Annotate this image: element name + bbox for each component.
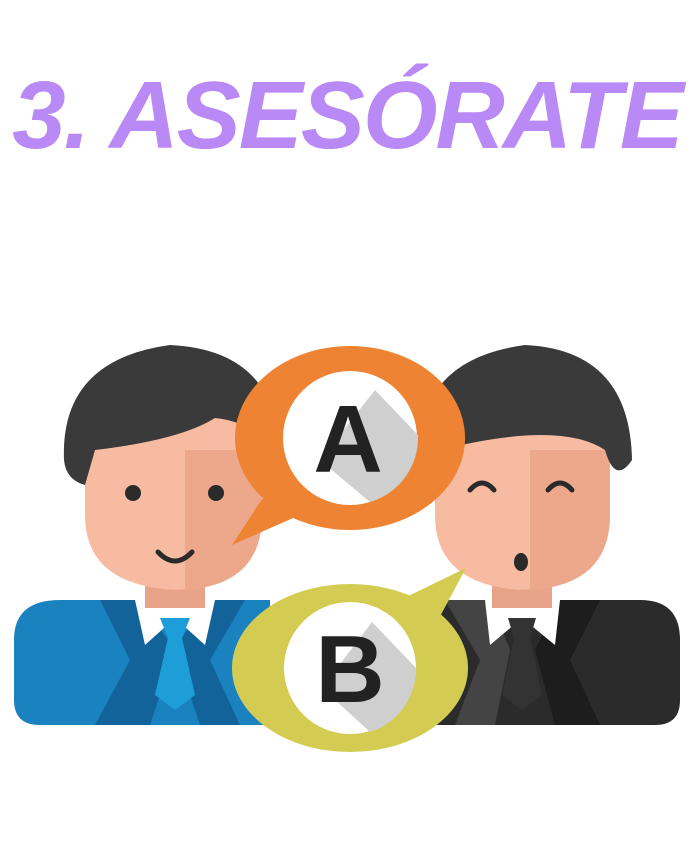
consultation-illustration: A B bbox=[0, 300, 694, 760]
left-eye-left bbox=[125, 485, 141, 501]
bubble-a-letter: A bbox=[313, 386, 382, 493]
bubble-b-letter: B bbox=[315, 616, 384, 723]
left-eye-right bbox=[208, 485, 224, 501]
left-shirt bbox=[135, 600, 215, 645]
left-tie bbox=[155, 618, 195, 710]
left-face-shadow bbox=[185, 450, 262, 590]
left-hair bbox=[63, 345, 280, 485]
right-shirt bbox=[485, 600, 560, 645]
left-smile bbox=[155, 549, 195, 564]
speech-bubble-b: B bbox=[232, 568, 468, 752]
left-person bbox=[14, 345, 280, 725]
right-tie bbox=[502, 618, 542, 710]
right-hair bbox=[419, 345, 632, 471]
bubble-b-shadow bbox=[322, 622, 417, 732]
right-eye-left bbox=[467, 480, 497, 493]
bubble-a-shadow bbox=[320, 390, 419, 502]
speech-bubble-a: A bbox=[232, 346, 465, 545]
right-person bbox=[419, 345, 680, 725]
page-title: 3. ASESÓRATE bbox=[12, 62, 683, 169]
right-face-shadow bbox=[530, 450, 610, 590]
right-mouth bbox=[514, 553, 528, 571]
right-eye-right bbox=[545, 480, 575, 493]
